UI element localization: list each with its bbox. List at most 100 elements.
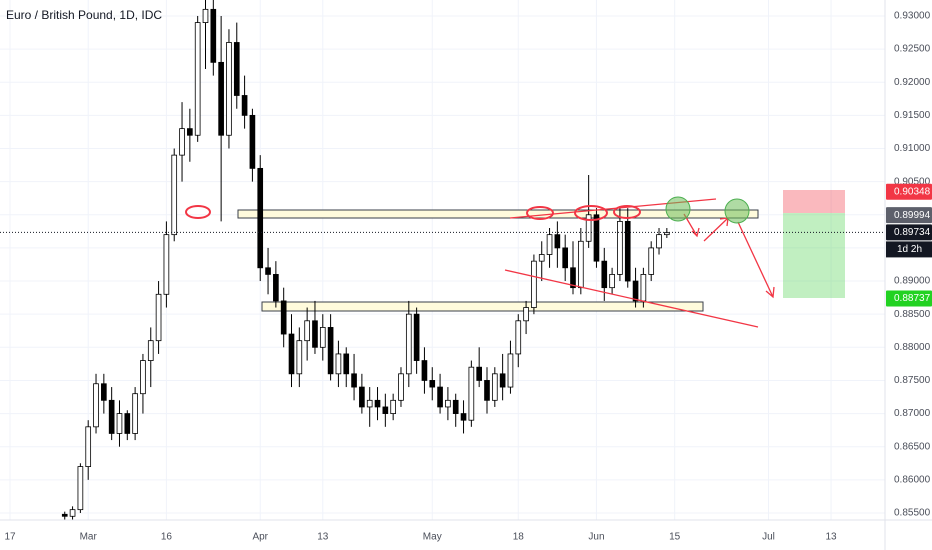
candle-body [413,313,420,361]
candle-body [429,380,436,388]
candle-body [124,413,131,434]
candle-body [390,399,396,414]
candle-body [617,220,623,275]
price-label: 0.88737 [894,293,931,304]
candle-body [202,8,209,23]
candle-body [648,247,655,275]
x-tick-label: 13 [317,532,329,543]
candle-body [132,393,138,434]
candle-body [343,353,350,375]
candle-body [460,413,467,421]
x-tick-label: 15 [669,532,681,543]
target-circle [665,196,691,222]
candle-body [664,232,670,236]
resistance-zone [237,209,759,219]
x-tick-label: Jun [588,532,604,543]
candle-body [585,214,592,242]
y-tick-label: 0.92500 [894,44,931,55]
y-tick-label: 0.87000 [894,408,931,419]
trend-line [504,269,759,328]
candles [61,0,670,520]
candle-body [179,128,185,156]
x-tick-label: May [423,532,442,543]
candle-body [187,128,193,136]
candle-body [468,366,475,421]
y-tick-label: 0.86500 [894,441,931,452]
countdown: 1d 2h [897,244,922,255]
arrow [703,217,729,242]
candle-body [421,360,428,381]
candle-body [491,373,498,401]
marker [526,206,554,220]
candle-body [398,373,404,401]
candle-body [554,234,561,249]
marker [185,205,211,219]
candle-body [382,406,389,414]
candle-body [69,509,76,517]
candle-body [77,466,84,511]
price-label: 0.89734 [894,227,931,238]
candle-body [609,274,615,289]
candle-body [484,380,490,401]
y-tick-label: 0.91000 [894,143,931,154]
candle-body [499,373,506,388]
candle-body [147,340,154,361]
candle-body [249,114,256,169]
candle-body [523,307,529,322]
candle-body [359,386,365,408]
y-tick-label: 0.85500 [894,508,931,519]
candle-body [61,513,68,517]
candle-body [233,42,240,96]
candle-body [538,254,545,262]
candle-body [374,399,381,408]
y-tick-label: 0.90500 [894,176,931,187]
drawings [237,209,759,312]
candle-body [273,274,279,302]
support-zone [261,301,704,312]
y-tick-label: 0.92000 [894,77,931,88]
candle-body [155,293,162,342]
candle-body [171,154,178,236]
arrow-head [765,286,775,299]
candle-body [163,234,170,295]
candle-body [351,373,357,388]
x-tick-label: Mar [80,532,98,543]
candle-body [108,399,115,434]
x-tick-label: 13 [825,532,837,543]
candle-body [257,167,264,269]
candle-body [101,383,107,401]
candle-body [452,399,459,414]
x-tick-label: 16 [161,532,173,543]
candle-body [312,320,318,348]
y-tick-label: 0.91500 [894,110,931,121]
candle-body [593,214,600,262]
candle-body [85,426,92,467]
price-label-box [886,224,932,241]
y-tick-label: 0.87500 [894,375,931,386]
x-tick-label: Apr [252,532,268,543]
stop-zone [783,190,845,213]
y-tick-label: 0.86000 [894,474,931,485]
candle-body [640,274,647,302]
candle-body [632,280,639,302]
candle-body [296,340,303,375]
candle-body [601,260,608,289]
candle-body [335,353,342,375]
candle-body [570,267,576,289]
candle-body [304,320,310,342]
price-label-box [886,183,932,200]
candle-body [226,42,232,136]
target-circle [724,198,750,224]
y-tick-label: 0.93000 [894,11,931,22]
candle-body [319,327,326,348]
candle-body [241,95,248,116]
price-label-box [886,207,932,224]
y-tick-label: 0.89000 [894,276,931,287]
candle-body [546,234,553,255]
candle-body [218,61,224,136]
candle-body [327,327,334,375]
price-label: 0.89994 [894,210,931,221]
x-tick-label: 17 [4,532,16,543]
